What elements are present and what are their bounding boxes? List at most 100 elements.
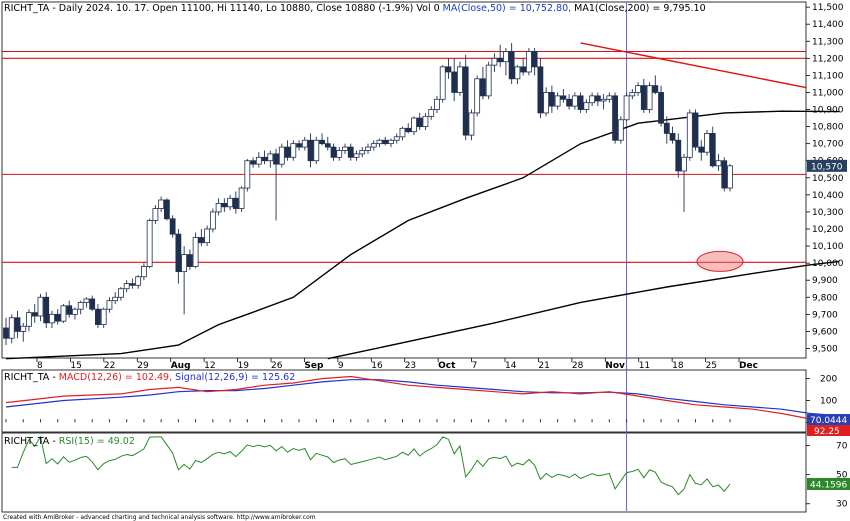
candle (8, 314, 15, 344)
x-tick-label: 29 (137, 361, 149, 371)
candle-body (141, 266, 147, 278)
candle (663, 116, 670, 144)
candle-body (428, 109, 435, 117)
macd-y-tick-label: 100 (820, 396, 837, 406)
candle (106, 297, 113, 313)
candle-body (686, 112, 693, 158)
candle-body (31, 312, 38, 317)
candle (77, 300, 84, 315)
candle (491, 53, 498, 72)
candle-body (606, 95, 613, 100)
x-tick-label: 25 (706, 361, 717, 371)
candle (658, 85, 664, 127)
candle (428, 106, 435, 120)
candle-body (727, 165, 733, 189)
candle-body (100, 308, 107, 325)
candle (324, 136, 331, 151)
candle-body (118, 288, 124, 298)
candle-body (405, 127, 412, 133)
candle-body (457, 66, 463, 93)
candle (26, 309, 32, 332)
candle-body (416, 117, 423, 127)
candle-body (508, 51, 515, 80)
price-y-tick-label: 9,600 (812, 327, 838, 337)
candle-body (721, 160, 728, 189)
candle-body (583, 102, 590, 110)
candle-body (232, 197, 239, 209)
candle-body (560, 95, 567, 100)
candle-body (112, 296, 119, 302)
candle (72, 307, 78, 320)
panel-frame-2 (1, 432, 807, 513)
candle-body (347, 146, 354, 158)
candle-body (146, 220, 153, 267)
candle (238, 186, 245, 212)
candle (675, 133, 682, 178)
candle (497, 44, 504, 67)
candle-body (370, 143, 377, 148)
rsi-y-tick-label: 70 (836, 442, 848, 452)
candle-body (554, 95, 561, 107)
candle-body (273, 153, 279, 165)
rsi-last-label: 44.1596 (810, 481, 847, 491)
candle (589, 92, 595, 107)
price-y-tick-label: 11,400 (812, 20, 844, 30)
x-tick-label: 11 (639, 361, 650, 371)
candle-body (301, 139, 308, 148)
candle (485, 61, 492, 100)
candle (727, 164, 733, 192)
rsi-y-tick-label: 50 (836, 471, 848, 481)
candle (319, 133, 325, 146)
candle-body (324, 143, 331, 148)
candle-body (422, 115, 429, 127)
candle (118, 287, 124, 301)
candle-body (497, 57, 504, 63)
candle-body (72, 308, 78, 315)
candle-body (675, 139, 682, 172)
candle-body (629, 92, 636, 97)
candle-body (8, 317, 15, 339)
macd-signal-last-label: 92.25 (814, 427, 840, 437)
candle-body (503, 51, 509, 63)
candle (112, 292, 119, 305)
candle (462, 54, 469, 141)
candle-body (215, 202, 222, 213)
candle-body (106, 300, 113, 310)
macd-signal-value-box (807, 414, 850, 425)
candle-body (485, 64, 492, 97)
candle-body (514, 66, 521, 80)
x-tick-label: 12 (204, 361, 215, 371)
candle-body (20, 325, 27, 332)
candle (709, 126, 716, 168)
candle (192, 232, 199, 269)
rsi-line (11, 435, 731, 496)
candle-body (43, 296, 50, 324)
candle (503, 48, 509, 76)
candle (244, 159, 251, 192)
x-tick-label: 16 (371, 361, 383, 371)
candle-body (617, 119, 624, 141)
macd-histogram (5, 419, 731, 423)
candle (186, 249, 193, 270)
candle-body (600, 98, 607, 102)
candle (307, 133, 314, 168)
candle (135, 275, 142, 289)
candle (451, 58, 458, 101)
candle (686, 109, 693, 161)
candle-body (652, 85, 659, 93)
candle (704, 130, 710, 156)
candle (480, 66, 486, 100)
candle (646, 82, 653, 113)
candle-body (49, 313, 55, 324)
candle-body (158, 199, 165, 209)
candle-body (221, 202, 228, 208)
candle-body (261, 156, 268, 162)
candle-body (89, 298, 96, 310)
price-y-tick-label: 10,400 (812, 191, 844, 201)
candle (525, 48, 532, 76)
candle (330, 143, 337, 161)
candle-body (640, 85, 647, 110)
candle (209, 208, 216, 233)
macd-header: RICHT_TA - MACD(12,26) = 102.49, Signal(… (4, 372, 295, 383)
candle (577, 92, 584, 113)
